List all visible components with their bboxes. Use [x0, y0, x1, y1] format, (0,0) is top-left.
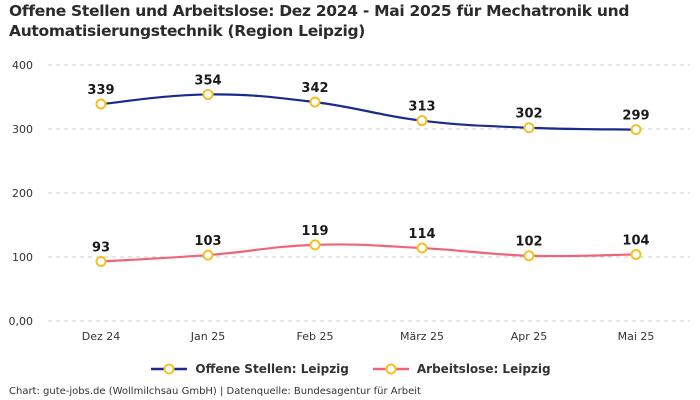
data-labels: 339 354 342 313 302 299 93 103 119 114 102 104 [87, 73, 649, 255]
data-label: 313 [408, 100, 435, 115]
legend-item-arbeitslose[interactable]: Arbeitslose: Leipzig [371, 362, 551, 376]
y-tick-label: 200 [12, 187, 33, 200]
data-point[interactable] [309, 96, 321, 108]
legend-swatch-offene-stellen-icon [151, 363, 188, 375]
data-point[interactable] [416, 242, 428, 254]
data-point[interactable] [202, 249, 214, 261]
data-point[interactable] [95, 98, 107, 110]
x-tick-label: Feb 25 [297, 330, 334, 343]
legend-swatch-arbeitslose-icon [372, 363, 409, 375]
series-line-1 [100, 243, 637, 263]
x-tick-label: Apr 25 [511, 330, 548, 343]
data-label: 302 [515, 107, 542, 122]
data-point[interactable] [309, 239, 321, 251]
y-tick-label: 100 [12, 251, 33, 264]
y-tick-label: 400 [12, 59, 33, 72]
data-label: 299 [622, 109, 649, 124]
source-footer: Chart: gute-jobs.de (Wollmilchsau GmbH) … [9, 386, 421, 397]
x-tick-label: März 25 [400, 330, 444, 343]
data-label: 103 [194, 234, 221, 249]
x-tick-label: Mai 25 [618, 330, 655, 343]
data-point[interactable] [523, 250, 535, 262]
series-lines [100, 93, 637, 263]
y-tick-label: 300 [12, 123, 33, 136]
data-point[interactable] [202, 88, 214, 100]
series-line-0 [100, 93, 637, 131]
data-label: 102 [515, 235, 542, 250]
grid-lines [48, 64, 690, 322]
data-label: 342 [301, 81, 328, 96]
data-point[interactable] [95, 255, 107, 267]
data-label: 339 [87, 83, 114, 98]
data-point[interactable] [630, 248, 642, 260]
y-tick-label: 0,00 [9, 315, 34, 328]
data-label: 114 [408, 227, 435, 242]
y-axis-ticks: 0,00 100 200 300 400 [9, 59, 34, 328]
data-point[interactable] [523, 122, 535, 134]
legend: Offene Stellen: Leipzig Arbeitslose: Lei… [0, 362, 700, 376]
chart-title: Offene Stellen und Arbeitslose: Dez 2024… [9, 2, 630, 40]
data-label: 104 [622, 233, 649, 248]
data-point[interactable] [630, 124, 642, 136]
legend-label: Arbeitslose: Leipzig [416, 362, 551, 376]
data-point[interactable] [416, 115, 428, 127]
x-tick-label: Dez 24 [82, 330, 121, 343]
data-label: 354 [194, 73, 221, 88]
data-label: 119 [301, 224, 328, 239]
legend-item-offene-stellen[interactable]: Offene Stellen: Leipzig [149, 362, 349, 376]
x-axis-ticks: Dez 24 Jan 25 Feb 25 März 25 Apr 25 Mai 25 [82, 330, 655, 343]
series-markers [95, 88, 642, 267]
x-tick-label: Jan 25 [190, 330, 225, 343]
data-label: 93 [92, 240, 110, 255]
legend-label: Offene Stellen: Leipzig [195, 362, 349, 376]
